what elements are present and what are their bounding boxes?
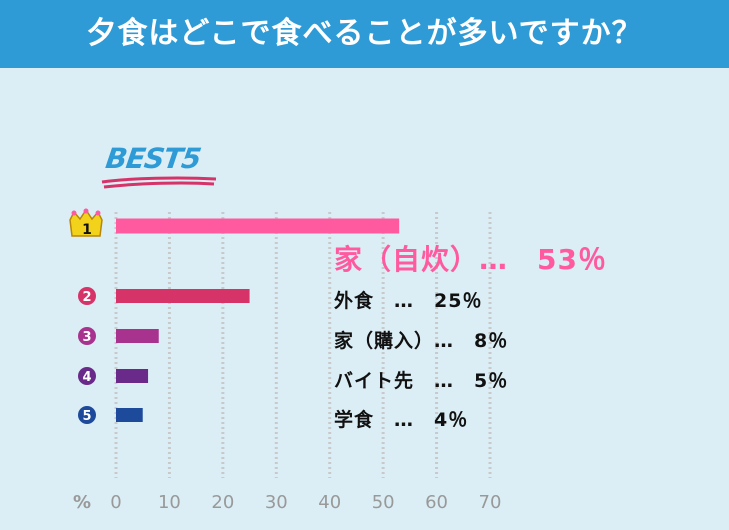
data-label-3: 家（購入）… 8％ (334, 330, 509, 352)
rank-number: 1 (82, 222, 92, 238)
bar-4 (116, 369, 149, 383)
x-tick-label: 20 (211, 492, 234, 513)
data-label-1: 家（自炊）… 53％ (334, 243, 607, 276)
x-tick-label: 30 (265, 492, 288, 513)
x-tick-label: 10 (158, 492, 181, 513)
rank-number: 3 (82, 330, 91, 345)
x-axis-unit: % (73, 492, 91, 513)
rank-badge-3 (78, 327, 96, 345)
data-label-5: 学食 … 4％ (334, 409, 469, 431)
rank-number: 2 (82, 290, 91, 305)
rank-badge-5 (78, 406, 96, 424)
x-tick-label: 0 (110, 492, 121, 513)
bar-1 (116, 218, 400, 234)
page-title: 夕食はどこで食べることが多いですか？ (86, 16, 643, 51)
header-bar: 夕食はどこで食べることが多いですか？ (0, 0, 729, 68)
crown-icon (69, 208, 103, 237)
x-tick-label: 50 (372, 492, 395, 513)
x-tick-label: 70 (479, 492, 502, 513)
rank-number: 5 (82, 409, 91, 424)
bar-3 (116, 329, 159, 343)
x-tick-label: 40 (318, 492, 341, 513)
rank-badge-4 (78, 367, 96, 385)
badge-underline (101, 176, 217, 189)
bar-5 (116, 408, 143, 422)
data-label-2: 外食 … 25％ (334, 290, 483, 312)
data-label-4: バイト先 … 5％ (334, 370, 509, 392)
rank-number: 4 (82, 370, 91, 385)
x-tick-label: 60 (425, 492, 448, 513)
rank-badge-2 (78, 287, 96, 305)
bar-2 (116, 289, 250, 303)
